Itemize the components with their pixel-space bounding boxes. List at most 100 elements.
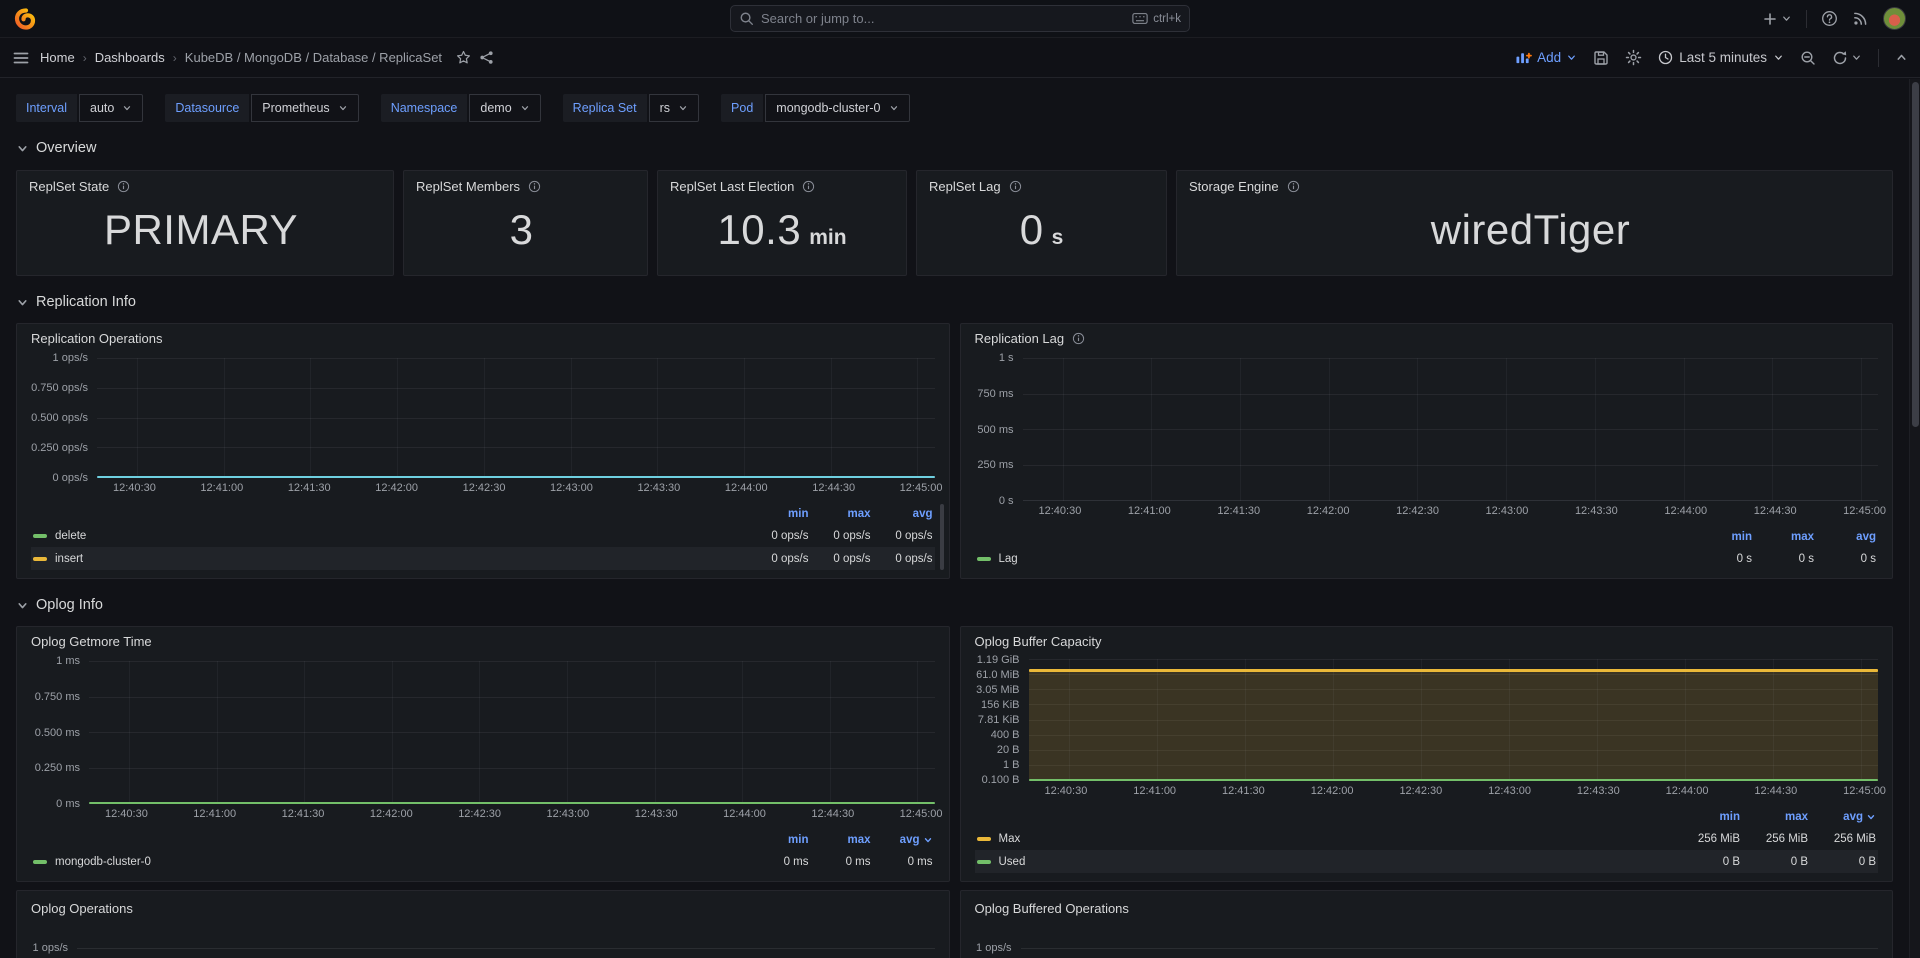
scrollbar-thumb[interactable]: [1912, 82, 1919, 427]
panel-title-text: ReplSet Last Election: [670, 179, 794, 194]
plot-area[interactable]: [1029, 659, 1879, 781]
series-name[interactable]: Max: [999, 833, 1021, 845]
legend-col-max[interactable]: max: [1752, 531, 1814, 543]
share-button[interactable]: [479, 50, 494, 65]
add-panel-button[interactable]: Add: [1515, 50, 1577, 65]
info-icon[interactable]: [802, 180, 815, 193]
panel-oplog-buffered-operations: Oplog Buffered Operations 1 ops/s: [960, 890, 1894, 958]
series-name[interactable]: insert: [55, 553, 83, 565]
panel-title-text: Replication Operations: [31, 331, 163, 346]
legend-col-avg[interactable]: avg: [871, 834, 933, 846]
variable-value-dropdown[interactable]: auto: [79, 94, 143, 122]
series-name[interactable]: Lag: [999, 553, 1018, 565]
x-axis: 12:40:3012:41:0012:41:3012:42:0012:42:30…: [113, 482, 943, 497]
series-name[interactable]: Used: [999, 856, 1026, 868]
series-name[interactable]: delete: [55, 530, 86, 542]
variable-value-dropdown[interactable]: mongodb-cluster-0: [765, 94, 909, 122]
panel-title[interactable]: Replication Operations: [31, 331, 935, 346]
clock-icon: [1658, 50, 1673, 65]
panel-title[interactable]: Oplog Buffered Operations: [975, 901, 1879, 916]
new-button[interactable]: [1762, 11, 1792, 27]
panel-title[interactable]: Storage Engine: [1189, 179, 1880, 194]
collapse-toolbar-button[interactable]: [1895, 51, 1908, 64]
legend-col-avg[interactable]: avg: [1814, 531, 1876, 543]
zoom-out-time-button[interactable]: [1800, 50, 1816, 66]
variable-label: Datasource: [165, 94, 249, 122]
mega-menu-button[interactable]: [12, 49, 30, 67]
plot-area[interactable]: [89, 661, 935, 804]
breadcrumb-home[interactable]: Home: [40, 50, 75, 65]
search-input[interactable]: [761, 11, 1132, 26]
section-oplog-info[interactable]: Oplog Info: [16, 592, 1893, 618]
legend-avg-value: 0 s: [1814, 553, 1876, 565]
legend-col-min[interactable]: min: [747, 508, 809, 520]
info-icon[interactable]: [1287, 180, 1300, 193]
legend-row-max: Max 256 MiB 256 MiB 256 MiB: [975, 827, 1879, 850]
legend-col-min[interactable]: min: [1672, 811, 1740, 823]
search-icon: [739, 11, 754, 26]
plot-area[interactable]: [1023, 358, 1879, 501]
dashboard-settings-button[interactable]: [1625, 49, 1642, 66]
y-axis-tick: 1 ops/s: [33, 942, 68, 954]
breadcrumb-separator: ›: [173, 51, 177, 65]
star-icon: [456, 50, 471, 65]
legend-col-max[interactable]: max: [1740, 811, 1808, 823]
legend-max-value: 0 s: [1752, 553, 1814, 565]
variable-value-dropdown[interactable]: Prometheus: [251, 94, 358, 122]
panel-title-text: ReplSet Members: [416, 179, 520, 194]
favorite-button[interactable]: [456, 50, 471, 65]
variable-label: Interval: [16, 94, 77, 122]
legend-col-max[interactable]: max: [809, 834, 871, 846]
legend-col-max[interactable]: max: [809, 508, 871, 520]
plot-area[interactable]: [97, 358, 935, 478]
news-button[interactable]: [1852, 10, 1869, 27]
variable-value: demo: [480, 101, 511, 115]
variable-value-dropdown[interactable]: demo: [469, 94, 540, 122]
stat-panel-replset-last-election: ReplSet Last Election 10.3min: [657, 170, 907, 276]
user-avatar[interactable]: [1883, 7, 1906, 30]
panel-title[interactable]: Oplog Getmore Time: [31, 634, 935, 649]
legend-col-avg[interactable]: avg: [871, 508, 933, 520]
variable-label: Namespace: [381, 94, 468, 122]
panel-title[interactable]: ReplSet Members: [416, 179, 635, 194]
panel-title-text: Oplog Operations: [31, 901, 133, 916]
save-dashboard-button[interactable]: [1593, 50, 1609, 66]
legend: min max avg delete 0 ops/s 0 ops/s 0 ops…: [31, 504, 935, 570]
legend-col-avg[interactable]: avg: [1808, 811, 1876, 823]
legend-scrollbar-thumb[interactable]: [940, 504, 944, 570]
info-icon[interactable]: [528, 180, 541, 193]
time-range-picker[interactable]: Last 5 minutes: [1658, 50, 1784, 65]
search-bar[interactable]: ctrl+k: [730, 5, 1190, 32]
panel-title[interactable]: ReplSet State: [29, 179, 381, 194]
panel-title[interactable]: Oplog Buffer Capacity: [975, 634, 1879, 649]
grafana-logo[interactable]: [14, 8, 36, 30]
refresh-button[interactable]: [1832, 50, 1862, 66]
panel-title[interactable]: Oplog Operations: [31, 901, 935, 916]
panel-title-text: Replication Lag: [975, 331, 1065, 346]
stat-value: 0: [1020, 206, 1044, 254]
variable-value-dropdown[interactable]: rs: [649, 94, 699, 122]
breadcrumb-dashboards[interactable]: Dashboards: [95, 50, 165, 65]
help-button[interactable]: [1821, 10, 1838, 27]
section-replication-info[interactable]: Replication Info: [16, 289, 1893, 315]
variable-label: Pod: [721, 94, 763, 122]
info-icon[interactable]: [1009, 180, 1022, 193]
legend-max-value: 0 ops/s: [809, 530, 871, 542]
legend-col-min[interactable]: min: [1690, 531, 1752, 543]
info-icon[interactable]: [117, 180, 130, 193]
panel-oplog-operations: Oplog Operations 1 ops/s: [16, 890, 950, 958]
panel-title-text: ReplSet State: [29, 179, 109, 194]
section-overview[interactable]: Overview: [16, 135, 1893, 161]
info-icon[interactable]: [1072, 332, 1085, 345]
grid: 1 ops/s: [77, 948, 935, 949]
panel-title[interactable]: ReplSet Lag: [929, 179, 1154, 194]
top-nav: ctrl+k: [0, 0, 1920, 38]
panel-title[interactable]: Replication Lag: [975, 331, 1879, 346]
oplog-charts-row: Oplog Getmore Time 1 ms0.750 ms0.500 ms0…: [16, 626, 1893, 882]
chevron-down-icon: [1566, 52, 1577, 63]
series-line-max: [1029, 669, 1879, 672]
panel-title[interactable]: ReplSet Last Election: [670, 179, 894, 194]
legend-col-min[interactable]: min: [747, 834, 809, 846]
series-name[interactable]: mongodb-cluster-0: [55, 856, 151, 868]
chevron-down-icon: [16, 142, 29, 155]
